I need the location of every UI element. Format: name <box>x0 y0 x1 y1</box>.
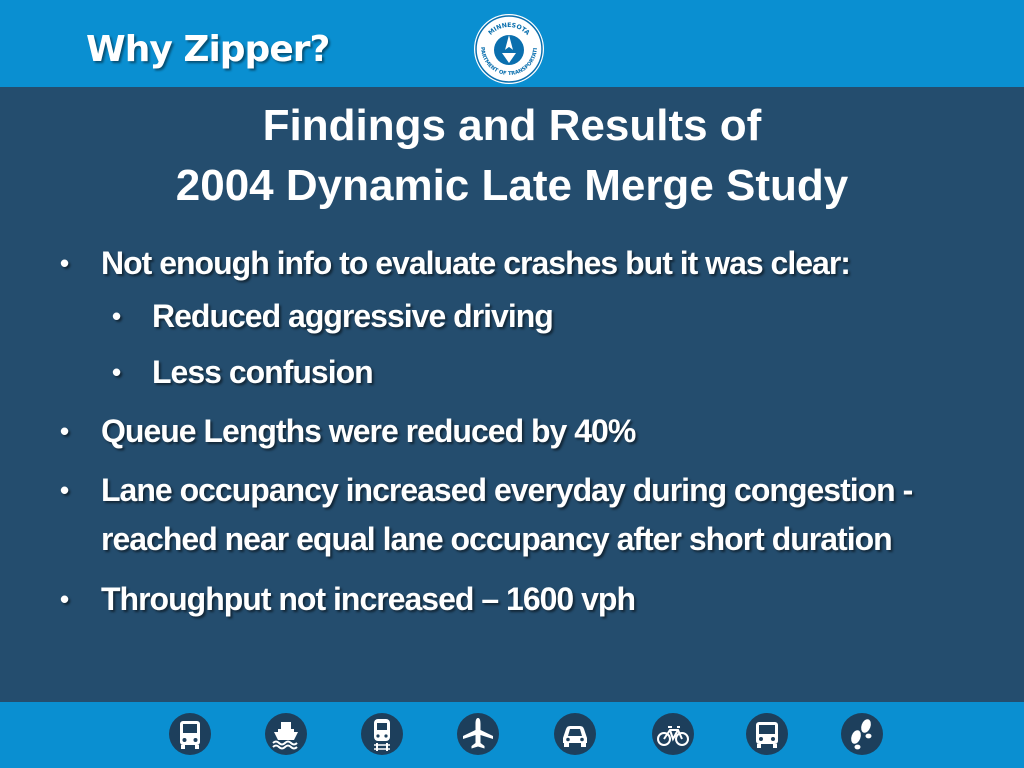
airplane-icon <box>457 713 499 755</box>
bullet-text: Reduced aggressive driving <box>152 298 554 334</box>
section-title: Why Zipper? <box>86 29 330 70</box>
bullet-item: • Queue Lengths were reduced by 40% <box>60 406 1010 456</box>
footer-bar <box>0 702 1024 768</box>
bullet-marker: • <box>60 416 70 446</box>
sub-bullet-item: • Less confusion <box>60 344 1010 400</box>
heading-line-2: 2004 Dynamic Late Merge Study <box>175 161 849 210</box>
ferry-icon <box>265 713 307 755</box>
bullet-item: • Throughput not increased – 1600 vph <box>60 574 1010 624</box>
bullet-text: Queue Lengths were reduced by 40% <box>101 413 636 449</box>
slide-heading: Findings and Results of 2004 Dynamic Lat… <box>0 96 1024 216</box>
bullet-text: Lane occupancy increased everyday during… <box>101 472 913 557</box>
bullet-item: • Not enough info to evaluate crashes bu… <box>60 238 1010 288</box>
bullet-marker: • <box>60 248 70 278</box>
bus-icon <box>169 713 211 755</box>
bullet-list: • Not enough info to evaluate crashes bu… <box>60 238 1010 624</box>
bullet-item: • Lane occupancy increased everyday duri… <box>60 466 1010 564</box>
bullet-marker: • <box>60 584 70 614</box>
bullet-marker: • <box>60 475 70 505</box>
header-bar: Why Zipper? MINNESOTA DEPARTMENT OF TRAN… <box>0 0 1024 87</box>
bicycle-icon <box>652 713 694 755</box>
transit-bus-icon <box>746 713 788 755</box>
car-icon <box>554 713 596 755</box>
bullet-text: Throughput not increased – 1600 vph <box>101 581 636 617</box>
mndot-logo-icon: MINNESOTA DEPARTMENT OF TRANSPORTATION <box>473 13 544 84</box>
bullet-marker: • <box>112 357 122 387</box>
bullet-text: Not enough info to evaluate crashes but … <box>101 245 851 281</box>
bullet-marker: • <box>112 301 122 331</box>
heading-line-1: Findings and Results of <box>262 101 762 150</box>
bullet-text: Less confusion <box>152 354 374 390</box>
footprints-icon <box>841 713 883 755</box>
train-icon <box>361 713 403 755</box>
sub-bullet-item: • Reduced aggressive driving <box>60 288 1010 344</box>
